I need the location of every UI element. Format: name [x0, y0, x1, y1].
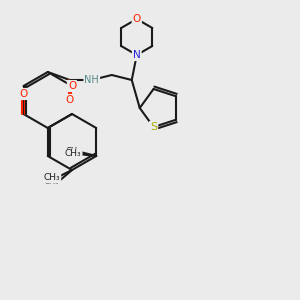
Text: CH₃: CH₃ — [44, 173, 60, 182]
Text: CH₃: CH₃ — [65, 149, 82, 158]
Text: O: O — [68, 81, 76, 91]
Text: O: O — [66, 95, 74, 105]
Text: S: S — [150, 122, 157, 132]
Text: O: O — [133, 14, 141, 24]
Text: O: O — [20, 89, 28, 99]
Text: N: N — [133, 50, 141, 60]
Text: NH: NH — [84, 75, 99, 85]
Text: CH₃: CH₃ — [43, 178, 59, 187]
Text: CH₃: CH₃ — [65, 148, 81, 157]
